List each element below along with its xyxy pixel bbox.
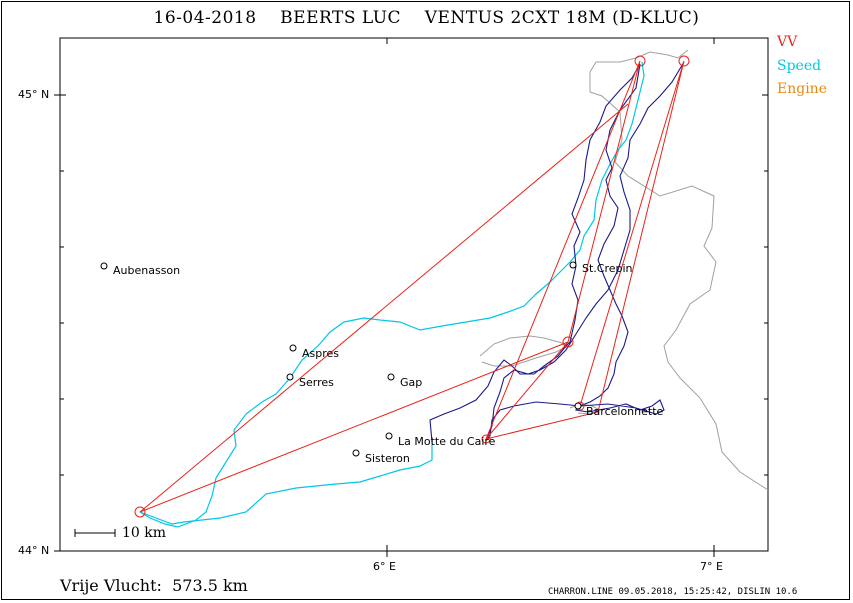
- town-marker: [286, 373, 294, 381]
- town-marker: [289, 344, 297, 352]
- town-label-gap: Gap: [400, 376, 422, 389]
- turnpoint-start: [134, 506, 146, 518]
- pilot-name: BEERTS LUC: [280, 8, 402, 28]
- town-label-sisteron: Sisteron: [365, 452, 410, 465]
- legend-vv: VV: [777, 34, 798, 50]
- scale-label: 10 km: [122, 525, 167, 541]
- town-marker: [387, 373, 395, 381]
- town-marker: [352, 449, 360, 457]
- glider-name: VENTUS 2CXT 18M (D-KLUC): [424, 8, 700, 28]
- lon-label-6: 6° E: [373, 560, 396, 573]
- scale-bar: [74, 529, 116, 537]
- lat-label-44: 44° N: [18, 544, 50, 557]
- town-marker: [569, 261, 577, 269]
- town-label-aspres: Aspres: [302, 347, 339, 360]
- vv-task-lines: [139, 60, 685, 513]
- town-markers: Aubenasson St.Crepin Aspres Serres Gap L…: [100, 261, 664, 465]
- plot-border: [59, 37, 769, 552]
- turnpoint-north-1: [634, 55, 646, 67]
- town-label-st-crepin: St.Crepin: [582, 262, 633, 275]
- lat-label-45: 45° N: [18, 88, 50, 101]
- flight-title: 16-04-2018 BEERTS LUC VENTUS 2CXT 18M (D…: [0, 8, 853, 28]
- turnpoint-south: [481, 434, 491, 444]
- legend-speed: Speed: [777, 58, 822, 74]
- distance-value: 573.5 km: [172, 576, 248, 595]
- lon-ticks: [386, 38, 715, 557]
- lon-label-7: 7° E: [700, 560, 723, 573]
- town-marker: [574, 402, 582, 410]
- flight-date: 16-04-2018: [153, 8, 257, 28]
- town-label-barcelonnette: Barcelonnette: [586, 405, 664, 418]
- footer-info: CHARRON.LINE 09.05.2018, 15:25:42, DISLI…: [548, 587, 798, 597]
- town-marker: [100, 262, 108, 270]
- distance-label: Vrije Vlucht:: [60, 576, 162, 595]
- legend-engine: Engine: [777, 81, 827, 97]
- turnpoint-north-2: [678, 55, 690, 67]
- speed-track: [139, 61, 645, 528]
- town-marker: [385, 432, 393, 440]
- town-label-aubenasson: Aubenasson: [113, 264, 180, 277]
- town-label-serres: Serres: [299, 376, 334, 389]
- lat-ticks: [54, 94, 768, 552]
- town-label-la-motte-du-caire: La Motte du Caire: [398, 435, 496, 448]
- distance-readout: Vrije Vlucht: 573.5 km: [60, 576, 248, 595]
- turnpoint-east: [562, 336, 574, 348]
- flight-track: [429, 61, 685, 443]
- speed-track-south: [139, 442, 433, 525]
